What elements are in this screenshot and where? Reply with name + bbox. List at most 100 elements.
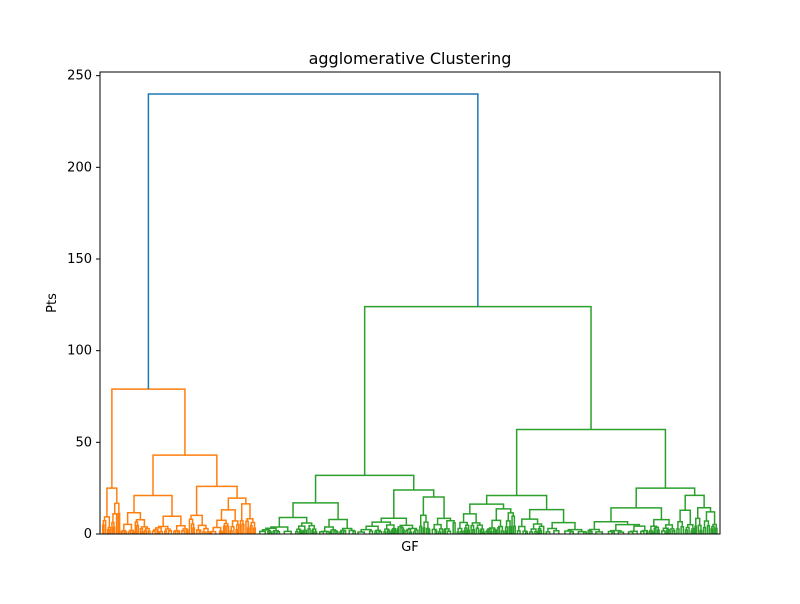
dendrogram-link <box>569 530 574 534</box>
dendrogram-link <box>515 428 667 496</box>
dendrogram-link <box>553 529 560 534</box>
dendrogram-link <box>640 530 645 534</box>
dendrogram-link <box>475 527 480 534</box>
dendrogram-link <box>371 521 392 527</box>
dendrogram-link <box>666 528 670 534</box>
dendrogram-link <box>413 529 419 534</box>
dendrogram-link <box>181 530 186 534</box>
y-tick-label: 150 <box>67 252 92 267</box>
dendrogram-link <box>185 529 189 534</box>
plot-frame <box>99 71 721 535</box>
dendrogram-link <box>250 521 256 529</box>
dendrogram-link <box>101 524 105 534</box>
dendrogram-link <box>276 530 281 534</box>
dendrogram-link <box>665 524 674 529</box>
dendrogram-link <box>495 508 512 521</box>
dendrogram-link <box>314 474 415 503</box>
dendrogram-link <box>472 528 476 534</box>
dendrogram-link <box>229 529 233 534</box>
dendrogram-link <box>206 531 210 534</box>
dendrogram-link <box>419 525 423 534</box>
dendrogram-link <box>114 502 120 514</box>
dendrogram-link <box>423 521 429 529</box>
dendrogram-link <box>296 528 302 532</box>
dendrogram-link <box>245 520 249 534</box>
dendrogram-link <box>301 522 313 527</box>
y-tick-label: 200 <box>67 160 92 175</box>
dendrogram-link <box>479 529 483 534</box>
dendrogram-link <box>328 518 348 529</box>
dendrogram-link <box>710 528 714 534</box>
dendrogram-link <box>220 509 236 521</box>
dendrogram-link <box>311 529 315 534</box>
dendrogram-link <box>551 521 576 530</box>
dendrogram-link <box>676 528 680 534</box>
dendrogram-link <box>212 526 222 532</box>
dendrogram-link <box>427 528 431 534</box>
dendrogram-link <box>607 530 614 534</box>
dendrogram-link <box>151 530 156 534</box>
dendrogram-link <box>252 527 257 534</box>
dendrogram-link <box>684 529 688 534</box>
dendrogram-link <box>564 530 573 534</box>
y-tick-label: 0 <box>84 527 92 542</box>
dendrogram-link <box>167 529 173 534</box>
dendrogram-link <box>629 530 638 534</box>
dendrogram-link <box>192 527 196 534</box>
dendrogram-link <box>656 529 660 534</box>
dendrogram-link <box>407 527 418 531</box>
dendrogram-link <box>489 530 493 534</box>
dendrogram-link <box>335 531 339 534</box>
dendrogram-link <box>198 529 202 534</box>
dendrogram-link <box>485 494 548 510</box>
dendrogram-link <box>532 523 543 529</box>
dendrogram-link <box>111 388 186 489</box>
dendrogram-link <box>635 487 696 508</box>
dendrogram-link <box>459 521 468 529</box>
dendrogram-link <box>699 529 703 534</box>
dendrogram-link <box>106 528 110 534</box>
dendrogram-link <box>706 524 711 534</box>
y-tick-label: 100 <box>67 344 92 359</box>
dendrogram-link <box>393 529 397 534</box>
dendrogram-link <box>182 528 188 531</box>
y-tick-label: 50 <box>75 435 92 450</box>
dendrogram-link <box>157 525 169 529</box>
dendrogram-link <box>209 531 213 534</box>
dendrogram-link <box>203 527 209 532</box>
dendrogram-link <box>471 522 481 526</box>
dendrogram-link <box>521 518 539 527</box>
dendrogram-link <box>633 525 646 532</box>
dendrogram-link <box>301 530 305 534</box>
dendrogram-link <box>155 527 162 532</box>
dendrogram-link <box>320 530 329 533</box>
dendrogram-link <box>390 530 394 534</box>
dendrogram-link <box>537 527 542 534</box>
dendrogram-link <box>230 525 235 534</box>
dendrogram-link <box>511 515 516 534</box>
dendrogram-link <box>650 525 658 531</box>
dendrogram-link <box>175 525 186 531</box>
dendrogram-link <box>383 531 387 534</box>
dendrogram-link <box>463 529 467 534</box>
dendrogram-link <box>273 529 279 532</box>
dendrogram-link <box>226 525 230 534</box>
dendrogram-link <box>615 523 641 531</box>
dendrogram-link <box>538 529 543 534</box>
dendrogram-link <box>452 522 456 534</box>
dendrogram-link <box>491 519 502 528</box>
dendrogram-link <box>703 520 710 528</box>
dendrogram-link <box>196 529 201 534</box>
dendrogram-link <box>431 528 437 534</box>
dendrogram-link <box>134 521 139 534</box>
dendrogram-link <box>295 530 299 534</box>
dendrogram-link <box>508 525 512 534</box>
dendrogram-link <box>249 524 253 534</box>
dendrogram-link <box>190 523 195 534</box>
dendrogram-link <box>329 530 333 534</box>
dendrogram-link <box>497 527 501 534</box>
dendrogram-link <box>162 515 182 527</box>
dendrogram-link <box>702 526 707 534</box>
dendrogram-link <box>405 530 409 534</box>
